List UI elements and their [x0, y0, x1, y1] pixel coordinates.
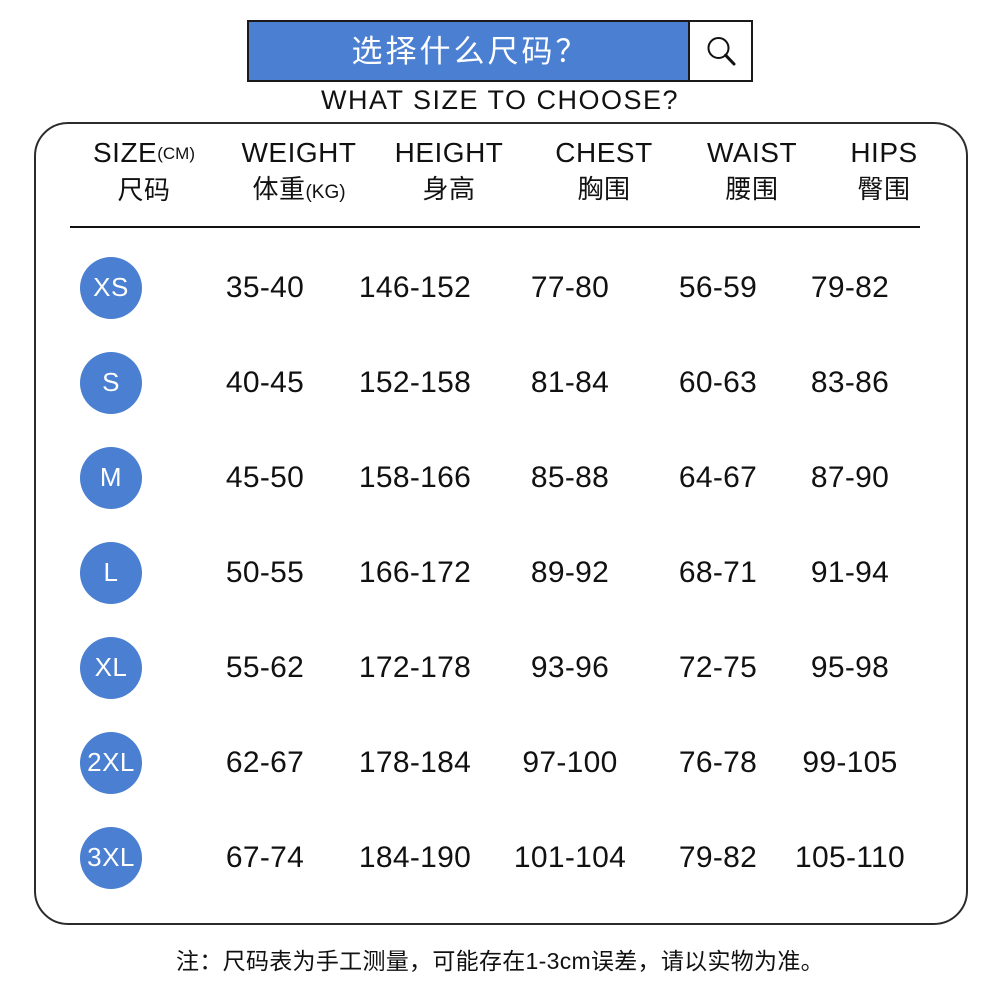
- cell-waist: 60-63: [678, 365, 758, 399]
- column-header-size: SIZE(CM) 尺码: [93, 136, 195, 207]
- cell-height: 178-184: [358, 745, 472, 779]
- cell-height: 166-172: [358, 555, 472, 589]
- cell-weight: 62-67: [225, 745, 305, 779]
- column-header-size-cn: 尺码: [117, 175, 171, 205]
- table-row: 3XL 67-74 184-190 101-104 79-82 105-110: [34, 810, 968, 905]
- table-row: M 45-50 158-166 85-88 64-67 87-90: [34, 430, 968, 525]
- table-body: XS 35-40 146-152 77-80 56-59 79-82 S 40-45 152-1…: [34, 240, 968, 905]
- cell-hips: 87-90: [810, 460, 890, 494]
- cell-chest: 77-80: [530, 270, 610, 304]
- column-header-chest: CHEST 胸围: [555, 136, 652, 206]
- cell-hips: 79-82: [810, 270, 890, 304]
- footer-note: 注：尺码表为手工测量，可能存在1-3cm误差，请以实物为准。: [176, 948, 824, 974]
- size-badge-xl: XL: [80, 636, 142, 699]
- cell-waist: 64-67: [678, 460, 758, 494]
- cell-height: 158-166: [358, 460, 472, 494]
- cell-waist: 79-82: [678, 840, 758, 874]
- header-banner: 选择什么尺码？: [247, 20, 753, 82]
- cell-weight: 50-55: [225, 555, 305, 589]
- cell-height: 172-178: [358, 650, 472, 684]
- cell-weight: 67-74: [225, 840, 305, 874]
- cell-weight: 45-50: [225, 460, 305, 494]
- column-header-waist-cn: 腰围: [725, 174, 779, 204]
- column-header-waist-en: WAIST: [706, 137, 798, 168]
- cell-weight: 55-62: [225, 650, 305, 684]
- column-header-height: HEIGHT 身高: [395, 136, 504, 206]
- cell-hips: 91-94: [810, 555, 890, 589]
- header-divider: [70, 226, 920, 228]
- column-header-waist: WAIST 腰围: [707, 136, 797, 206]
- size-badge-3xl: 3XL: [80, 826, 142, 889]
- size-table: SIZE(CM) 尺码 WEIGHT 体重(KG) HEIGHT 身高 CHES…: [34, 122, 968, 925]
- cell-hips: 99-105: [802, 745, 898, 779]
- table-row: XS 35-40 146-152 77-80 56-59 79-82: [34, 240, 968, 335]
- size-badge-2xl: 2XL: [80, 731, 142, 794]
- table-row: S 40-45 152-158 81-84 60-63 83-86: [34, 335, 968, 430]
- column-header-weight: WEIGHT 体重(KG): [242, 136, 357, 210]
- cell-hips: 83-86: [810, 365, 890, 399]
- column-header-chest-cn: 胸围: [577, 174, 631, 204]
- banner-title-cn: 选择什么尺码？: [247, 20, 688, 82]
- cell-chest: 85-88: [530, 460, 610, 494]
- cell-waist: 72-75: [678, 650, 758, 684]
- cell-hips: 95-98: [810, 650, 890, 684]
- cell-chest: 93-96: [530, 650, 610, 684]
- cell-height: 152-158: [358, 365, 472, 399]
- cell-waist: 76-78: [678, 745, 758, 779]
- table-row: XL 55-62 172-178 93-96 72-75 95-98: [34, 620, 968, 715]
- size-table-card: [34, 122, 968, 925]
- search-icon: [704, 34, 738, 68]
- cell-chest: 97-100: [522, 745, 618, 779]
- cell-waist: 68-71: [678, 555, 758, 589]
- column-header-chest-en: CHEST: [555, 137, 653, 168]
- page-subtitle: WHAT SIZE TO CHOOSE?: [320, 85, 680, 115]
- column-header-hips-cn: 臀围: [857, 174, 911, 204]
- cell-weight: 35-40: [225, 270, 305, 304]
- size-badge-m: M: [80, 446, 142, 509]
- cell-chest: 81-84: [530, 365, 610, 399]
- column-header-hips: HIPS 臀围: [850, 136, 917, 206]
- cell-chest: 101-104: [513, 840, 627, 874]
- cell-weight: 40-45: [225, 365, 305, 399]
- size-badge-xs: XS: [80, 256, 142, 319]
- table-row: L 50-55 166-172 89-92 68-71 91-94: [34, 525, 968, 620]
- column-header-weight-en: WEIGHT: [241, 137, 357, 168]
- column-header-hips-en: HIPS: [850, 137, 918, 168]
- column-header-height-cn: 身高: [422, 174, 476, 204]
- column-header-size-en: SIZE(CM): [93, 137, 195, 168]
- table-row: 2XL 62-67 178-184 97-100 76-78 99-105: [34, 715, 968, 810]
- cell-waist: 56-59: [678, 270, 758, 304]
- size-badge-l: L: [80, 541, 142, 604]
- column-header-height-en: HEIGHT: [394, 137, 504, 168]
- table-header-row: SIZE(CM) 尺码 WEIGHT 体重(KG) HEIGHT 身高 CHES…: [34, 136, 968, 226]
- column-header-weight-cn: 体重(KG): [252, 174, 346, 204]
- cell-chest: 89-92: [530, 555, 610, 589]
- size-badge-s: S: [80, 351, 142, 414]
- cell-height: 184-190: [358, 840, 472, 874]
- cell-hips: 105-110: [795, 840, 905, 874]
- cell-height: 146-152: [358, 270, 472, 304]
- search-button[interactable]: [688, 20, 753, 82]
